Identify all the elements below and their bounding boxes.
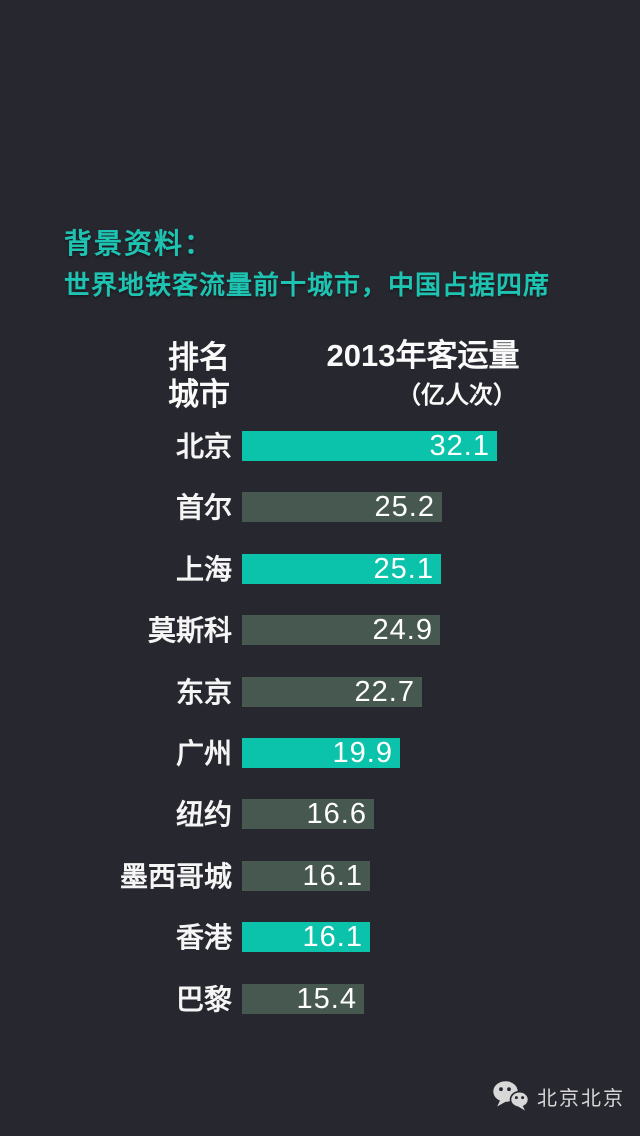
wechat-watermark: 北京北京	[492, 1080, 625, 1112]
chart-row: 墨西哥城 16.1	[0, 861, 640, 892]
column-header-volume: 2013年客运量 （亿人次）	[315, 337, 531, 410]
value-bar: 16.1	[242, 922, 370, 952]
value-label: 16.6	[306, 798, 367, 830]
column-header-rank-city: 排名 城市	[168, 339, 230, 413]
column-header-volume-title: 2013年客运量	[326, 338, 520, 373]
chart-row: 香港 16.1	[0, 922, 640, 953]
value-bar: 16.6	[242, 799, 374, 829]
value-label: 25.1	[373, 553, 434, 585]
page-title: 背景资料：	[64, 228, 215, 259]
value-label: 25.2	[374, 491, 435, 523]
wechat-icon	[493, 1081, 530, 1111]
city-label: 首尔	[175, 492, 232, 523]
value-bar: 16.1	[242, 861, 370, 891]
value-label: 32.1	[429, 430, 490, 462]
wechat-account-name: 北京北京	[537, 1087, 625, 1110]
chart-row: 纽约 16.6	[0, 799, 640, 830]
chart-row: 北京 32.1	[0, 431, 640, 462]
bar-chart: 北京 32.1 首尔 25.2 上海 25.1 莫斯科 24.9 东京 22.7 广州 19.9 纽约 1…	[0, 431, 640, 1031]
city-label: 墨西哥城	[119, 861, 232, 892]
value-bar: 19.9	[242, 738, 400, 768]
value-bar: 25.2	[242, 492, 442, 522]
column-header-rank: 排名	[168, 340, 230, 375]
value-label: 16.1	[302, 860, 363, 892]
city-label: 纽约	[175, 799, 232, 830]
value-bar: 22.7	[242, 677, 422, 707]
chart-row: 上海 25.1	[0, 554, 640, 585]
city-label: 上海	[175, 554, 232, 585]
value-label: 15.4	[296, 983, 357, 1015]
chart-row: 巴黎 15.4	[0, 984, 640, 1015]
value-bar: 24.9	[242, 615, 440, 645]
city-label: 莫斯科	[147, 615, 232, 646]
column-header-volume-unit: （亿人次）	[397, 382, 517, 409]
chart-row: 首尔 25.2	[0, 492, 640, 523]
chart-row: 莫斯科 24.9	[0, 615, 640, 646]
city-label: 香港	[175, 922, 232, 953]
value-label: 16.1	[302, 921, 363, 953]
chart-row: 东京 22.7	[0, 677, 640, 708]
chart-row: 广州 19.9	[0, 738, 640, 769]
page-subtitle: 世界地铁客流量前十城市，中国占据四席	[64, 270, 551, 300]
value-bar: 15.4	[242, 984, 364, 1014]
city-label: 巴黎	[175, 984, 232, 1015]
value-label: 22.7	[354, 676, 415, 708]
city-label: 广州	[175, 738, 232, 769]
column-header-city: 城市	[168, 377, 230, 412]
city-label: 东京	[175, 677, 232, 708]
value-bar: 32.1	[242, 431, 497, 461]
value-bar: 25.1	[242, 554, 441, 584]
city-label: 北京	[175, 431, 232, 462]
value-label: 19.9	[332, 737, 393, 769]
value-label: 24.9	[372, 614, 433, 646]
